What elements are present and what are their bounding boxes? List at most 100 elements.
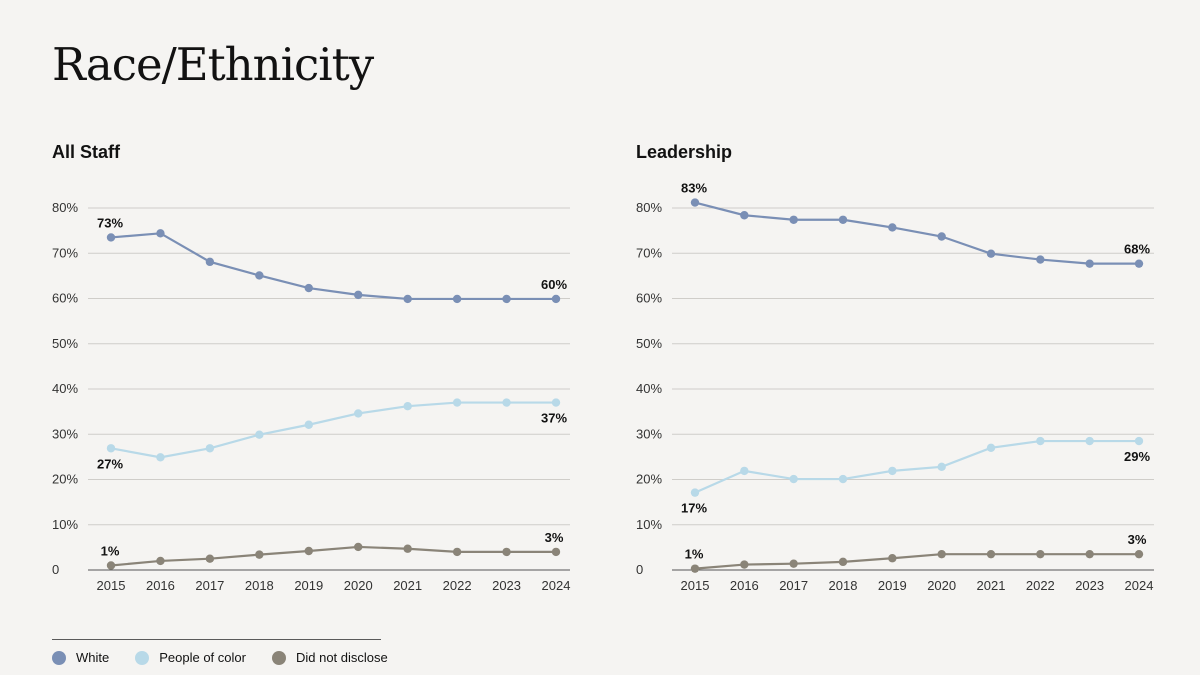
x-tick-label: 2022 — [443, 578, 472, 593]
legend-label: White — [76, 650, 110, 665]
y-tick-label: 0 — [52, 562, 59, 577]
data-point — [304, 546, 313, 556]
x-tick-label: 2018 — [245, 578, 274, 593]
x-tick-label: 2019 — [878, 578, 907, 593]
x-tick-label: 2023 — [1075, 578, 1104, 593]
data-point — [106, 561, 116, 570]
x-tick-label: 2016 — [730, 578, 759, 593]
data-point — [888, 554, 897, 563]
x-tick-label: 2016 — [146, 578, 175, 593]
series-people-of-color: 17% 29% — [681, 436, 1150, 516]
data-point — [205, 554, 215, 563]
data-point — [304, 283, 313, 293]
x-tick-label: 2017 — [195, 578, 224, 593]
x-tick-label: 2018 — [829, 578, 858, 593]
data-point — [1134, 549, 1144, 559]
y-tick-label: 60% — [636, 291, 662, 306]
data-point — [789, 474, 798, 484]
data-point — [354, 290, 363, 300]
series-line — [694, 439, 1139, 494]
y-tick-label: 50% — [636, 336, 662, 351]
x-tick-label: 2020 — [927, 578, 956, 593]
data-point — [740, 560, 749, 569]
series-line — [110, 545, 556, 567]
series-line — [694, 201, 1139, 265]
series-did-not-disclose: 1% 3% — [101, 530, 564, 570]
y-tick-label: 20% — [636, 472, 662, 487]
data-point — [1085, 259, 1094, 268]
data-label-end: 68% — [1124, 242, 1150, 257]
data-point — [789, 559, 798, 568]
data-point — [937, 549, 946, 559]
legend-item-did-not-disclose: Did not disclose — [271, 650, 388, 665]
data-point — [502, 547, 511, 557]
legend-divider — [52, 639, 381, 640]
y-tick-label: 10% — [636, 517, 662, 532]
legend-item-white: White — [52, 650, 109, 665]
series-line — [694, 553, 1139, 570]
data-point — [106, 444, 116, 453]
y-tick-label: 0 — [636, 562, 643, 577]
legend-label: Did not disclose — [295, 650, 388, 665]
data-label-end: 29% — [1124, 449, 1150, 464]
data-point — [888, 223, 897, 232]
data-label-start: 1% — [101, 543, 120, 558]
data-point — [551, 294, 561, 304]
x-tick-label: 2017 — [779, 578, 808, 593]
data-point — [1134, 259, 1144, 268]
page-title: Race/Ethnicity — [52, 38, 374, 91]
data-point — [1085, 436, 1094, 446]
data-point — [1036, 436, 1045, 446]
series-did-not-disclose: 1% 3% — [685, 532, 1147, 573]
data-point — [1036, 255, 1045, 264]
data-point — [403, 294, 412, 304]
data-point — [502, 398, 511, 407]
data-point — [255, 430, 264, 439]
data-label-end: 3% — [545, 530, 564, 545]
data-point — [551, 398, 561, 407]
x-tick-label: 2020 — [344, 578, 373, 593]
data-point — [452, 294, 462, 304]
data-point — [452, 547, 462, 557]
data-point — [690, 564, 700, 573]
data-point — [690, 198, 700, 207]
legend-item-people-of-color: People of color — [135, 650, 246, 665]
data-point — [354, 542, 363, 552]
x-tick-label: 2024 — [542, 578, 571, 593]
data-point — [403, 544, 412, 553]
data-point — [452, 398, 462, 407]
data-point — [986, 443, 996, 453]
y-tick-label: 10% — [52, 517, 78, 532]
data-point — [937, 462, 946, 472]
x-tick-label: 2023 — [492, 578, 521, 593]
x-tick-label: 2015 — [97, 578, 126, 593]
x-tick-label: 2024 — [1125, 578, 1154, 593]
y-tick-label: 70% — [52, 245, 78, 260]
y-tick-label: 60% — [52, 291, 78, 306]
series-white: 73% 60% — [97, 215, 567, 304]
data-label-start: 73% — [97, 215, 123, 230]
data-point — [255, 550, 264, 559]
series-line — [110, 401, 556, 459]
chart-title: Leadership — [636, 142, 732, 162]
legend-swatch-did-not-disclose — [271, 650, 286, 665]
data-point — [205, 444, 215, 453]
y-tick-label: 70% — [636, 245, 662, 260]
legend-label: People of color — [159, 650, 246, 665]
data-point — [255, 271, 264, 280]
data-point — [1085, 549, 1094, 559]
data-point — [937, 232, 946, 241]
data-point — [740, 466, 749, 476]
data-point — [156, 453, 165, 462]
data-point — [304, 420, 313, 429]
y-tick-label: 40% — [636, 381, 662, 396]
data-label-start: 27% — [97, 456, 123, 471]
data-point — [106, 233, 116, 242]
data-point — [1036, 549, 1045, 559]
y-tick-label: 80% — [636, 200, 662, 215]
data-point — [403, 401, 412, 411]
series-line — [110, 232, 556, 301]
series-people-of-color: 27% 37% — [97, 398, 567, 471]
data-point — [740, 211, 749, 220]
